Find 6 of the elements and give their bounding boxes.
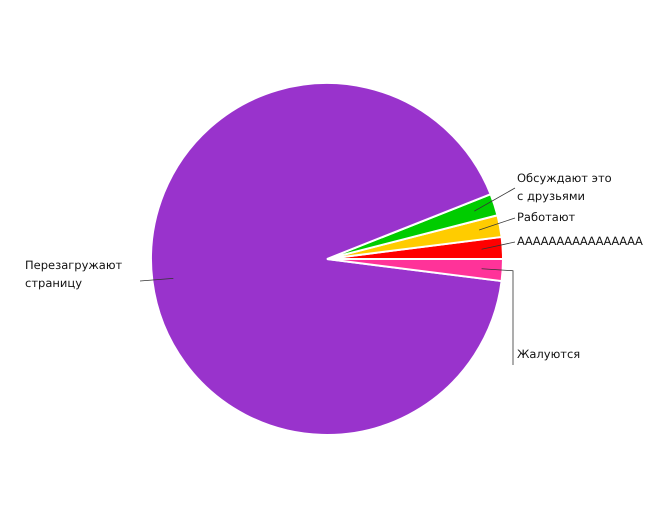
pie-slice xyxy=(150,82,503,436)
slice-label: АААААААААААААААА xyxy=(517,234,644,248)
slice-label: Жалуются xyxy=(517,347,580,362)
slice-label: Обсуждают это с друзьями xyxy=(517,171,612,204)
slice-label: Перезагружают страницу xyxy=(25,258,122,290)
slice-label: Работают xyxy=(517,210,576,224)
